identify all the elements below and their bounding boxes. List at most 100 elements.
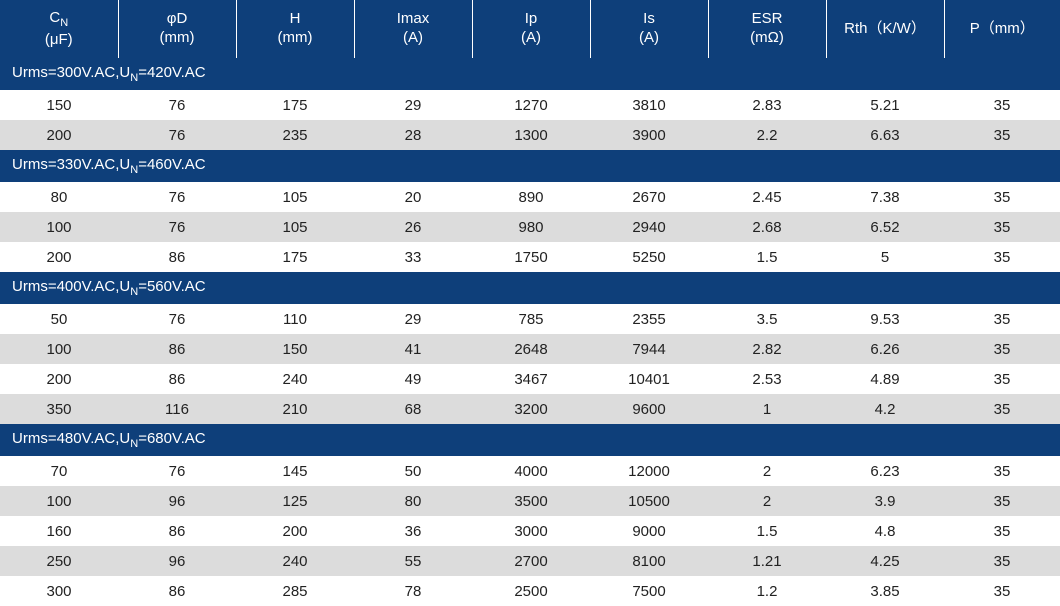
cell: 1: [708, 394, 826, 424]
cell: 35: [944, 516, 1060, 546]
cell: 35: [944, 304, 1060, 334]
table-row: 350116210683200960014.235: [0, 394, 1060, 424]
cell: 86: [118, 334, 236, 364]
cell: 78: [354, 576, 472, 606]
section-header-3: Urms=480V.AC,UN=680V.AC: [0, 424, 1060, 456]
cell: 3000: [472, 516, 590, 546]
header-row: CN(μF)φD(mm)H(mm)Imax(A)Ip(A)Is(A)ESR(mΩ…: [0, 0, 1060, 58]
col-header-6: ESR(mΩ): [708, 0, 826, 58]
table-row: 1507617529127038102.835.2135: [0, 90, 1060, 120]
cell: 76: [118, 120, 236, 150]
cell: 70: [0, 456, 118, 486]
cell: 29: [354, 304, 472, 334]
spec-table: CN(μF)φD(mm)H(mm)Imax(A)Ip(A)Is(A)ESR(mΩ…: [0, 0, 1060, 606]
cell: 28: [354, 120, 472, 150]
cell: 86: [118, 576, 236, 606]
cell: 76: [118, 456, 236, 486]
cell: 50: [354, 456, 472, 486]
section-title: Urms=300V.AC,UN=420V.AC: [0, 58, 1060, 90]
cell: 200: [236, 516, 354, 546]
section-header-1: Urms=330V.AC,UN=460V.AC: [0, 150, 1060, 182]
table-row: 100961258035001050023.935: [0, 486, 1060, 516]
cell: 2.82: [708, 334, 826, 364]
col-header-7: Rth（K/W）: [826, 0, 944, 58]
cell: 3.5: [708, 304, 826, 334]
cell: 55: [354, 546, 472, 576]
cell: 9.53: [826, 304, 944, 334]
table-row: 1608620036300090001.54.835: [0, 516, 1060, 546]
cell: 26: [354, 212, 472, 242]
cell: 125: [236, 486, 354, 516]
cell: 35: [944, 242, 1060, 272]
cell: 1300: [472, 120, 590, 150]
cell: 12000: [590, 456, 708, 486]
cell: 4000: [472, 456, 590, 486]
col-header-4: Ip(A): [472, 0, 590, 58]
cell: 86: [118, 242, 236, 272]
cell: 9000: [590, 516, 708, 546]
cell: 5.21: [826, 90, 944, 120]
cell: 8100: [590, 546, 708, 576]
cell: 175: [236, 242, 354, 272]
cell: 9600: [590, 394, 708, 424]
table-row: 2509624055270081001.214.2535: [0, 546, 1060, 576]
cell: 7944: [590, 334, 708, 364]
cell: 86: [118, 364, 236, 394]
cell: 29: [354, 90, 472, 120]
cell: 240: [236, 546, 354, 576]
cell: 10401: [590, 364, 708, 394]
cell: 1.2: [708, 576, 826, 606]
cell: 96: [118, 546, 236, 576]
cell: 3467: [472, 364, 590, 394]
cell: 1270: [472, 90, 590, 120]
cell: 35: [944, 364, 1060, 394]
cell: 785: [472, 304, 590, 334]
cell: 76: [118, 90, 236, 120]
cell: 10500: [590, 486, 708, 516]
cell: 6.63: [826, 120, 944, 150]
col-header-8: P（mm）: [944, 0, 1060, 58]
cell: 2670: [590, 182, 708, 212]
cell: 150: [0, 90, 118, 120]
table-row: 80761052089026702.457.3835: [0, 182, 1060, 212]
section-title: Urms=400V.AC,UN=560V.AC: [0, 272, 1060, 304]
section-header-0: Urms=300V.AC,UN=420V.AC: [0, 58, 1060, 90]
cell: 35: [944, 120, 1060, 150]
cell: 350: [0, 394, 118, 424]
cell: 2.83: [708, 90, 826, 120]
cell: 2.53: [708, 364, 826, 394]
cell: 96: [118, 486, 236, 516]
cell: 980: [472, 212, 590, 242]
cell: 2: [708, 456, 826, 486]
cell: 2355: [590, 304, 708, 334]
cell: 2.2: [708, 120, 826, 150]
cell: 200: [0, 120, 118, 150]
cell: 68: [354, 394, 472, 424]
cell: 285: [236, 576, 354, 606]
section-title: Urms=330V.AC,UN=460V.AC: [0, 150, 1060, 182]
cell: 76: [118, 304, 236, 334]
cell: 2940: [590, 212, 708, 242]
cell: 35: [944, 576, 1060, 606]
cell: 35: [944, 90, 1060, 120]
cell: 6.26: [826, 334, 944, 364]
cell: 35: [944, 486, 1060, 516]
cell: 86: [118, 516, 236, 546]
cell: 80: [354, 486, 472, 516]
cell: 105: [236, 212, 354, 242]
cell: 2: [708, 486, 826, 516]
cell: 100: [0, 486, 118, 516]
cell: 35: [944, 334, 1060, 364]
table-row: 2008617533175052501.5535: [0, 242, 1060, 272]
cell: 35: [944, 546, 1060, 576]
col-header-0: CN(μF): [0, 0, 118, 58]
cell: 6.52: [826, 212, 944, 242]
cell: 175: [236, 90, 354, 120]
section-header-2: Urms=400V.AC,UN=560V.AC: [0, 272, 1060, 304]
cell: 3500: [472, 486, 590, 516]
cell: 4.8: [826, 516, 944, 546]
cell: 240: [236, 364, 354, 394]
cell: 3.85: [826, 576, 944, 606]
cell: 80: [0, 182, 118, 212]
section-title: Urms=480V.AC,UN=680V.AC: [0, 424, 1060, 456]
